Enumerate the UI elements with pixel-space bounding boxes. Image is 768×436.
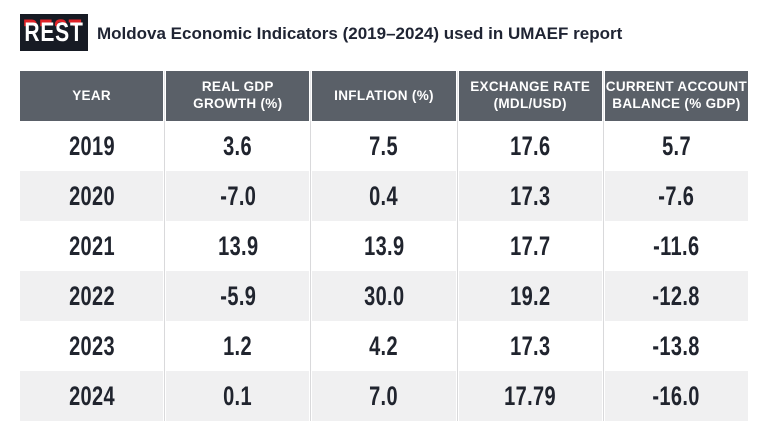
inflation-value: 30.0 — [363, 280, 405, 311]
current-account-cell: -16.0 — [602, 371, 748, 421]
exchange-rate-cell: 17.7 — [456, 221, 602, 271]
column-header-year: YEAR — [20, 71, 164, 121]
exchange-rate-value: 17.3 — [509, 180, 551, 211]
table-row-2020: 2020 -7.0 0.4 17.3 -7.6 — [20, 171, 748, 221]
gdp-growth-value: -5.9 — [219, 280, 256, 311]
current-account-cell: -7.6 — [602, 171, 748, 221]
exchange-rate-cell: 17.79 — [456, 371, 602, 421]
page-title: Moldova Economic Indicators (2019–2024) … — [97, 24, 623, 43]
year-cell: 2024 — [20, 371, 164, 421]
current-account-cell: -13.8 — [602, 321, 748, 371]
rest-logo-text: REST — [24, 17, 84, 47]
current-account-cell: 5.7 — [602, 121, 748, 171]
year-cell: 2023 — [20, 321, 164, 371]
exchange-rate-cell: 19.2 — [456, 271, 602, 321]
current-account-value: -7.6 — [658, 180, 695, 211]
year-cell: 2021 — [20, 221, 164, 271]
exchange-rate-cell: 17.3 — [456, 171, 602, 221]
rest-logo-accent: REST — [22, 14, 83, 44]
year-value: 2019 — [68, 130, 115, 161]
indicators-table: YEAR REAL GDP GROWTH (%) INFLATION (%) E… — [20, 71, 748, 421]
inflation-value: 4.2 — [369, 330, 399, 361]
gdp-growth-value: 0.1 — [223, 380, 253, 411]
inflation-cell: 4.2 — [310, 321, 456, 371]
table-row-2024: 2024 0.1 7.0 17.79 -16.0 — [20, 371, 748, 421]
inflation-value: 7.0 — [369, 380, 399, 411]
column-header-gdp-growth: REAL GDP GROWTH (%) — [164, 71, 310, 121]
gdp-growth-value: 13.9 — [217, 230, 258, 261]
inflation-value: 7.5 — [369, 130, 399, 161]
inflation-cell: 7.5 — [310, 121, 456, 171]
current-account-value: -11.6 — [653, 230, 700, 261]
inflation-value: 0.4 — [369, 180, 399, 211]
current-account-value: -13.8 — [652, 330, 701, 361]
column-header-exchange-rate: EXCHANGE RATE (MDL/USD) — [456, 71, 602, 121]
gdp-growth-value: 1.2 — [223, 330, 253, 361]
year-value: 2023 — [68, 330, 115, 361]
year-cell: 2022 — [20, 271, 164, 321]
gdp-growth-cell: 13.9 — [164, 221, 310, 271]
year-value: 2022 — [68, 280, 115, 311]
column-header-current-account: CURRENT ACCOUNT BALANCE (% GDP) — [602, 71, 748, 121]
table-row-2023: 2023 1.2 4.2 17.3 -13.8 — [20, 321, 748, 371]
gdp-growth-cell: 1.2 — [164, 321, 310, 371]
inflation-cell: 0.4 — [310, 171, 456, 221]
gdp-growth-cell: 3.6 — [164, 121, 310, 171]
rest-logo: REST REST — [20, 14, 88, 51]
exchange-rate-cell: 17.6 — [456, 121, 602, 171]
table-row-2019: 2019 3.6 7.5 17.6 5.7 — [20, 121, 748, 171]
gdp-growth-cell: -7.0 — [164, 171, 310, 221]
year-cell: 2020 — [20, 171, 164, 221]
gdp-growth-cell: 0.1 — [164, 371, 310, 421]
table-row-2021: 2021 13.9 13.9 17.7 -11.6 — [20, 221, 748, 271]
exchange-rate-cell: 17.3 — [456, 321, 602, 371]
exchange-rate-value: 17.79 — [504, 380, 557, 411]
gdp-growth-value: 3.6 — [223, 130, 253, 161]
inflation-cell: 7.0 — [310, 371, 456, 421]
year-value: 2020 — [68, 180, 115, 211]
year-value: 2024 — [68, 380, 115, 411]
year-cell: 2019 — [20, 121, 164, 171]
current-account-value: -16.0 — [652, 380, 701, 411]
current-account-cell: -11.6 — [602, 221, 748, 271]
inflation-value: 13.9 — [363, 230, 405, 261]
inflation-cell: 13.9 — [310, 221, 456, 271]
rest-logo-inner: REST REST — [22, 14, 84, 47]
gdp-growth-value: -7.0 — [219, 180, 256, 211]
exchange-rate-value: 17.7 — [509, 230, 551, 261]
table-header-row: YEAR REAL GDP GROWTH (%) INFLATION (%) E… — [20, 71, 748, 121]
column-header-inflation: INFLATION (%) — [310, 71, 456, 121]
gdp-growth-cell: -5.9 — [164, 271, 310, 321]
exchange-rate-value: 17.6 — [509, 130, 551, 161]
exchange-rate-value: 17.3 — [509, 330, 551, 361]
exchange-rate-value: 19.2 — [509, 280, 551, 311]
year-value: 2021 — [68, 230, 115, 261]
current-account-value: 5.7 — [661, 130, 691, 161]
table-row-2022: 2022 -5.9 30.0 19.2 -12.8 — [20, 271, 748, 321]
current-account-cell: -12.8 — [602, 271, 748, 321]
current-account-value: -12.8 — [652, 280, 701, 311]
inflation-cell: 30.0 — [310, 271, 456, 321]
